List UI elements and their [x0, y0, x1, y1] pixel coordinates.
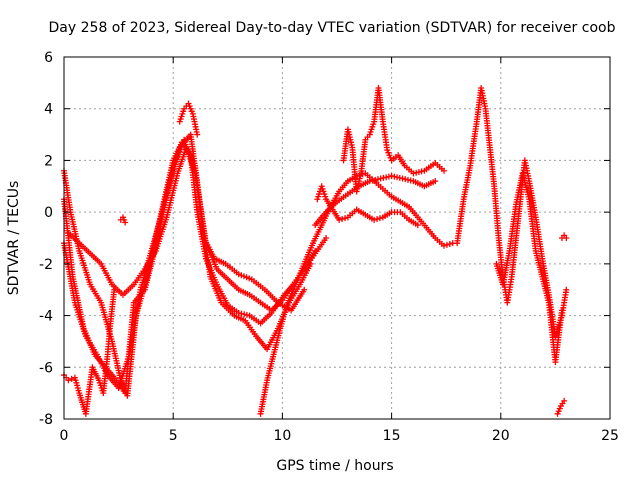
series-arc-i: [312, 172, 439, 229]
data-point: [414, 222, 421, 229]
series-arc-e: [176, 100, 201, 138]
data-point: [68, 375, 75, 382]
y-tick-label: -6: [39, 360, 53, 376]
y-tick-label: 4: [44, 102, 53, 118]
y-tick-label: -2: [39, 257, 53, 273]
data-point: [111, 286, 118, 293]
series-arc-l: [454, 85, 570, 340]
data-point: [443, 241, 450, 248]
y-tick-label: 2: [44, 153, 53, 169]
data-point: [374, 216, 381, 223]
x-tick-label: 0: [60, 428, 69, 444]
data-point: [441, 167, 448, 174]
data-point: [376, 215, 383, 222]
y-tick-label: 6: [44, 50, 53, 66]
data-point: [558, 307, 565, 314]
data-points: [61, 85, 570, 417]
data-point: [446, 241, 453, 248]
data-point: [432, 178, 439, 185]
x-tick-label: 10: [273, 428, 291, 444]
series-arc-k: [340, 85, 448, 195]
x-tick-label: 15: [383, 428, 401, 444]
chart-title: Day 258 of 2023, Sidereal Day-to-day VTE…: [49, 20, 616, 36]
data-point: [342, 215, 349, 222]
x-tick-label: 20: [492, 428, 510, 444]
data-point: [563, 286, 570, 293]
series-arc-o: [558, 232, 570, 241]
series-arc-d: [65, 144, 308, 314]
data-point: [339, 216, 346, 223]
data-point: [312, 247, 319, 254]
data-point: [441, 242, 448, 249]
y-axis-label: SDTVAR / TECUs: [6, 181, 22, 296]
series-arc-m: [493, 170, 565, 366]
data-point: [336, 216, 343, 223]
x-tick-label: 5: [169, 428, 178, 444]
y-tick-label: -8: [39, 412, 53, 428]
data-point: [194, 131, 201, 138]
series-arc-c: [61, 136, 319, 391]
data-point: [561, 397, 568, 404]
y-tick-label: -4: [39, 309, 53, 325]
data-point: [301, 286, 308, 293]
data-point: [65, 377, 72, 384]
series-arc-j: [314, 183, 421, 229]
plot-frame: [63, 56, 611, 420]
x-tick-label: 25: [601, 428, 619, 444]
data-point: [371, 216, 378, 223]
series-arc-g: [117, 214, 129, 226]
tick-labels: 0 5 10 15 20 25 -8 -6 -4 -2 0 2 4 6: [39, 50, 619, 444]
data-point: [563, 235, 570, 241]
series-arc-f: [61, 286, 118, 417]
series-arc-n: [554, 397, 568, 417]
y-tick-label: 0: [44, 205, 53, 221]
axis-ticks: [63, 56, 611, 420]
x-axis-label: GPS time / hours: [276, 458, 393, 474]
grid-lines: [64, 57, 610, 419]
data-point: [122, 219, 129, 226]
data-point: [323, 235, 330, 241]
